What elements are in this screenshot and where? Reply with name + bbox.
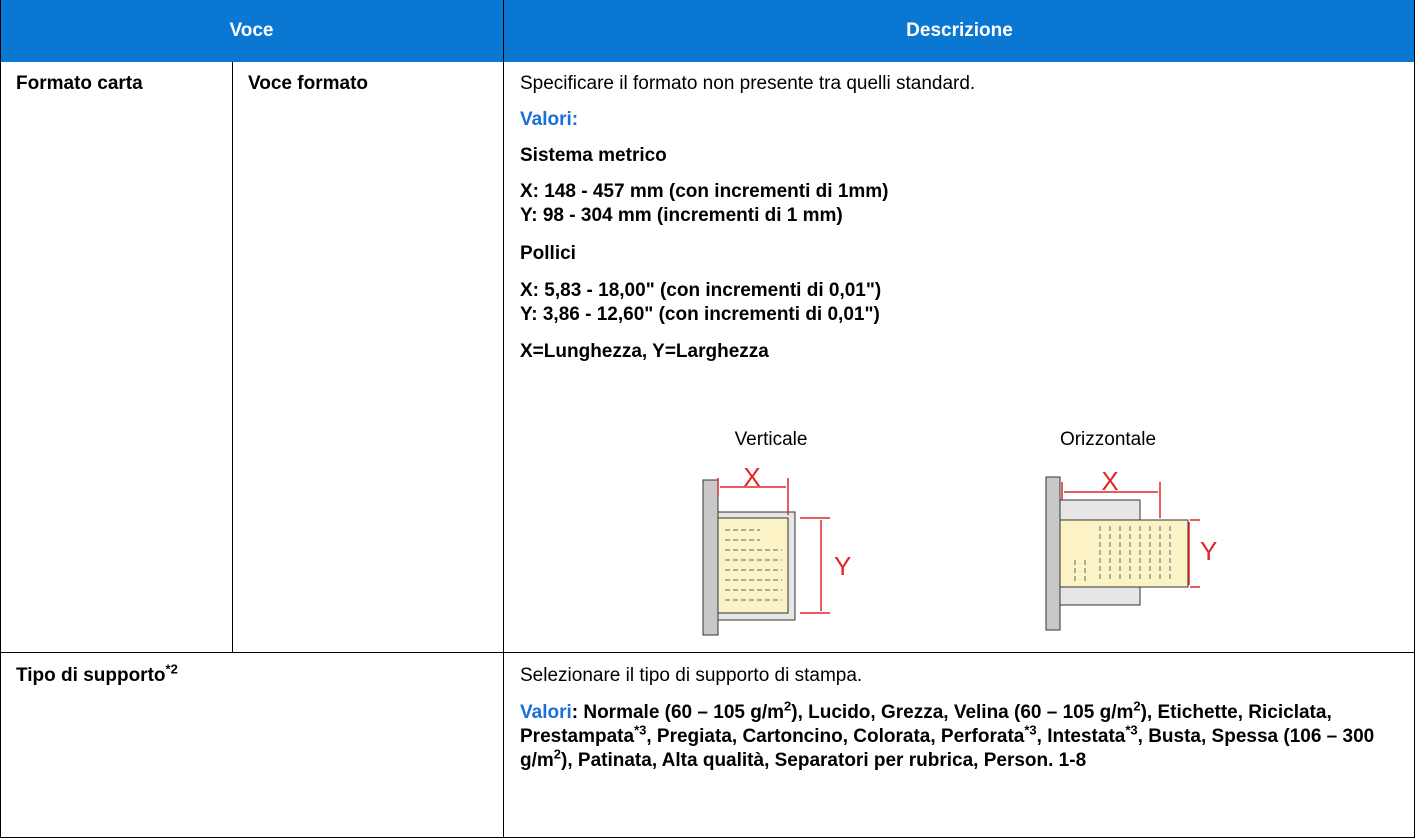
- border: [503, 0, 504, 838]
- item: Tipo di supporto*2: [16, 661, 178, 688]
- dimension-label: Y: [834, 551, 851, 581]
- figure-caption: Orizzontale: [1060, 429, 1156, 450]
- dimension-label: X: [1101, 466, 1118, 496]
- dimension-label: Y: [1200, 536, 1217, 566]
- item-note: *2: [165, 661, 178, 677]
- paper-lines: [1074, 526, 1171, 582]
- values-label: Valori:: [520, 109, 579, 130]
- dimension-arrows: [717, 478, 830, 614]
- superscript: 2: [553, 746, 562, 762]
- legend: X=Lunghezza, Y=Larghezza: [520, 341, 769, 362]
- superscript: *3: [634, 722, 647, 738]
- inch-line: Y: 3,86 - 12,60" (con incrementi di 0,01…: [520, 304, 880, 325]
- dimension-arrows: [1061, 482, 1200, 588]
- superscript: *3: [1125, 722, 1138, 738]
- paper: [717, 517, 789, 614]
- border: [0, 652, 1415, 653]
- values-text: , Intestata: [1036, 726, 1126, 747]
- values-text: : Normale (60 – 105 g/m: [571, 702, 785, 723]
- superscript: *3: [1024, 722, 1037, 738]
- item: Formato carta: [16, 73, 143, 94]
- metric-line: X: 148 - 457 mm (con incrementi di 1mm): [520, 181, 889, 202]
- inch-line: X: 5,83 - 18,00" (con incrementi di 0,01…: [520, 280, 882, 301]
- superscript: 2: [784, 698, 792, 714]
- dimension-label: X: [743, 462, 760, 492]
- paper: [1059, 519, 1189, 588]
- wall: [1045, 476, 1061, 631]
- wall: [702, 479, 719, 636]
- subitem: Voce formato: [248, 73, 369, 94]
- header-cell: Voce: [0, 0, 503, 62]
- metric-line: Y: 98 - 304 mm (incrementi di 1 mm): [520, 205, 843, 226]
- intro: Specificare il formato non presente tra …: [520, 73, 976, 94]
- inch-title: Pollici: [520, 243, 576, 264]
- values-text: ), Lucido, Grezza, Velina (60 – 105 g/m: [791, 702, 1134, 723]
- intro: Selezionare il tipo di supporto di stamp…: [520, 665, 863, 686]
- values-label: Valori: [520, 702, 572, 723]
- border: [0, 0, 1, 838]
- values-text: , Pregiata, Cartoncino, Colorata, Perfor…: [646, 726, 1025, 747]
- superscript: 2: [1133, 698, 1141, 714]
- item-text: Tipo di supporto: [16, 665, 166, 686]
- border: [232, 62, 233, 652]
- metric-title: Sistema metrico: [520, 145, 667, 166]
- values-text: ), Patinata, Alta qualità, Separatori pe…: [561, 750, 1087, 771]
- paper-lines: [725, 529, 782, 601]
- figure-caption: Verticale: [735, 429, 808, 450]
- header-cell: Descrizione: [504, 0, 1415, 62]
- values-text: ), Etichette, Riciclata, Prestampata: [520, 702, 1332, 747]
- values-text: , Busta, Spessa (106 – 300 g/m: [520, 726, 1375, 771]
- values: Valori: Normale (60 – 105 g/m2), Lucido,…: [520, 698, 1405, 773]
